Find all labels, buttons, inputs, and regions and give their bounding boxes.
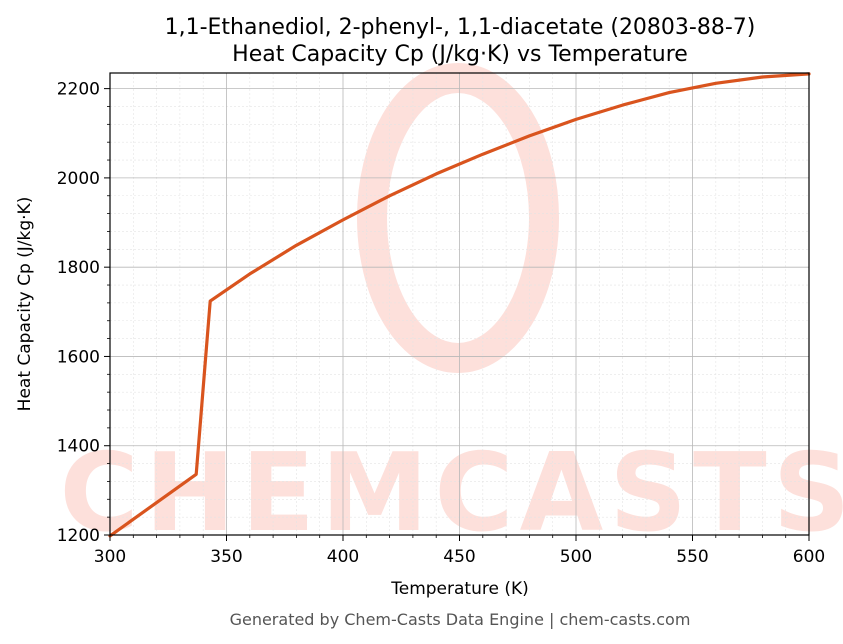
y-tick-label: 1800: [57, 258, 100, 278]
x-tick-label: 350: [210, 547, 242, 567]
x-tick-label: 550: [676, 547, 708, 567]
y-tick-label: 1400: [57, 437, 100, 457]
chart-title: 1,1-Ethanediol, 2-phenyl-, 1,1-diacetate…: [165, 15, 756, 40]
y-tick-label: 1200: [57, 526, 100, 546]
x-tick-label: 500: [560, 547, 592, 567]
x-axis-label: Temperature (K): [390, 579, 529, 599]
y-axis-label: Heat Capacity Cp (J/kg·K): [15, 197, 35, 412]
watermark: CHEMCASTS: [60, 63, 843, 556]
watermark-logo-ring: [357, 63, 559, 373]
x-tick-label: 400: [327, 547, 359, 567]
y-tick-label: 2200: [57, 80, 100, 100]
watermark-text: CHEMCASTS: [60, 431, 843, 556]
x-tick-label: 450: [443, 547, 475, 567]
footer-credit: Generated by Chem-Casts Data Engine | ch…: [230, 610, 691, 629]
chart-subtitle: Heat Capacity Cp (J/kg·K) vs Temperature: [232, 42, 688, 67]
x-tick-label: 300: [94, 547, 126, 567]
series-line: [108, 72, 811, 538]
series-layer: [108, 72, 811, 538]
x-tick-label: 600: [793, 547, 825, 567]
y-tick-label: 1600: [57, 347, 100, 367]
y-tick-label: 2000: [57, 169, 100, 189]
axis-ticks: 300 350 400 450 500 550 600 1200 1400 1600 1800 200…: [57, 80, 825, 567]
